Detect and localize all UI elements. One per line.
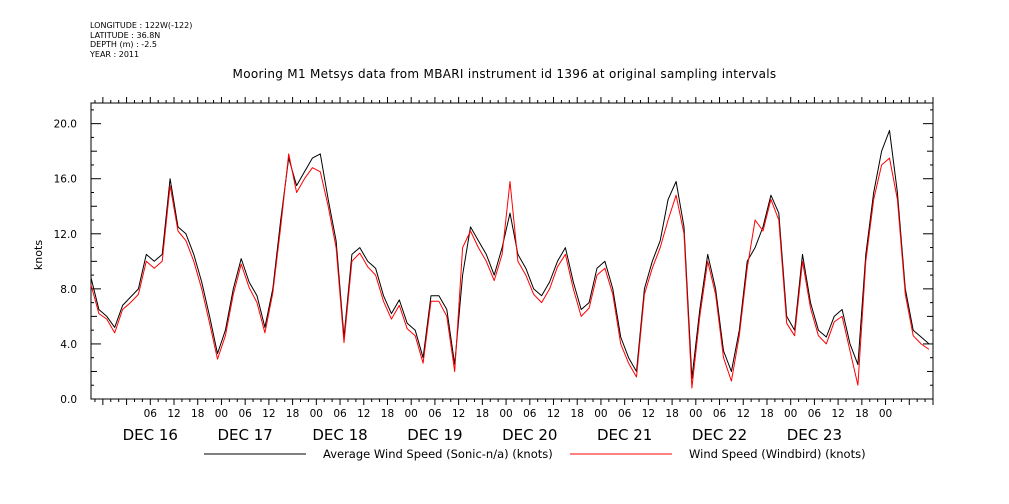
series-line-average-wind	[90, 130, 930, 379]
x-tick-label: 12	[452, 408, 465, 420]
x-tick-label: 00	[879, 408, 892, 420]
x-tick-label: 00	[784, 408, 797, 420]
y-tick-label: 12.0	[54, 229, 77, 241]
x-tick-label: 00	[689, 408, 702, 420]
day-label: DEC 19	[407, 426, 462, 444]
day-label: DEC 20	[502, 426, 557, 444]
x-tick-label: 06	[618, 408, 632, 420]
latitude-label: LATITUDE : 36.8N	[90, 30, 161, 40]
year-label: YEAR : 2011	[90, 49, 140, 59]
longitude-label: LONGITUDE : 122W(-122)	[90, 21, 193, 30]
x-tick-label: 06	[713, 408, 727, 420]
x-tick-label: 00	[499, 408, 512, 420]
legend-label-average: Average Wind Speed (Sonic-n/a) (knots)	[323, 447, 553, 461]
day-label: DEC 23	[787, 426, 842, 444]
day-label: DEC 22	[692, 426, 747, 444]
x-tick-label: 12	[262, 408, 275, 420]
y-tick-label: 4.0	[60, 339, 77, 351]
series-line-windbird	[90, 153, 930, 389]
x-tick-label: 06	[144, 408, 158, 420]
x-tick-label: 06	[808, 408, 822, 420]
legend-label-windbird: Wind Speed (Windbird) (knots)	[689, 447, 866, 461]
x-tick-label: 06	[238, 408, 252, 420]
x-tick-label: 06	[523, 408, 537, 420]
y-tick-label: 16.0	[54, 174, 77, 186]
x-tick-label: 00	[310, 408, 323, 420]
x-tick-label: 18	[381, 408, 394, 420]
x-tick-label: 18	[286, 408, 299, 420]
metadata-block: LONGITUDE : 122W(-122) LATITUDE : 36.8N …	[90, 21, 192, 59]
day-label: DEC 16	[123, 426, 178, 444]
x-tick-label: 12	[737, 408, 750, 420]
x-tick-label: 18	[760, 408, 773, 420]
x-tick-label: 18	[855, 408, 868, 420]
plot-frame	[90, 102, 934, 400]
x-tick-label: 12	[357, 408, 370, 420]
x-tick-label: 18	[191, 408, 204, 420]
depth-label: DEPTH (m) : -2.5	[90, 40, 157, 49]
plot-axes: 06 12 18 00 06 12 18 00 06 12 18 00 06 12 18 00 06 12 18 00…	[54, 97, 934, 444]
x-tick-label: 12	[831, 408, 844, 420]
y-tick-label: 0.0	[60, 394, 77, 406]
series-lines	[90, 130, 930, 389]
legend: Average Wind Speed (Sonic-n/a) (knots) W…	[204, 447, 866, 461]
x-tick-label: 06	[428, 408, 442, 420]
x-tick-label: 00	[215, 408, 228, 420]
y-tick-label: 8.0	[60, 284, 77, 296]
chart-title: Mooring M1 Metsys data from MBARI instru…	[232, 67, 777, 81]
x-tick-label: 00	[594, 408, 607, 420]
x-tick-label: 06	[333, 408, 347, 420]
x-tick-label: 18	[571, 408, 584, 420]
x-tick-label: 12	[547, 408, 560, 420]
x-tick-label: 18	[665, 408, 678, 420]
x-tick-label: 18	[476, 408, 489, 420]
x-tick-label: 00	[405, 408, 418, 420]
day-label: DEC 17	[217, 426, 272, 444]
y-axis-label: knots	[32, 240, 45, 270]
x-tick-label: 12	[167, 408, 180, 420]
day-label: DEC 18	[312, 426, 367, 444]
y-tick-label: 20.0	[54, 119, 77, 131]
day-label: DEC 21	[597, 426, 652, 444]
x-tick-label: 12	[642, 408, 655, 420]
